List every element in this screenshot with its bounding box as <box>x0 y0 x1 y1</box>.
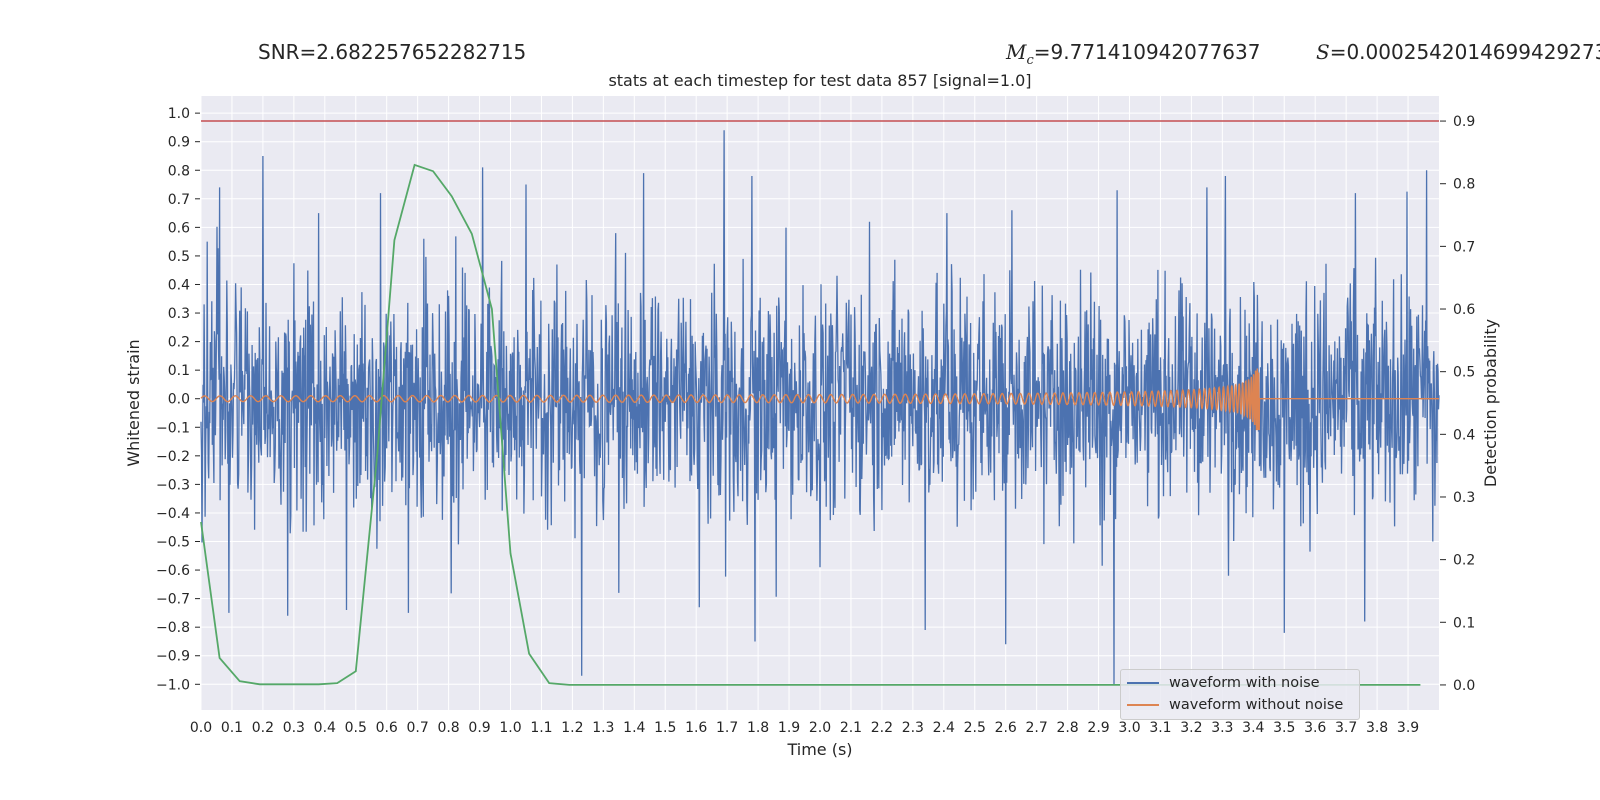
y2-tick-label: 0.8 <box>1453 177 1475 193</box>
x-tick-label: 3.4 <box>1242 720 1264 736</box>
y2-tick-label: 0.7 <box>1453 239 1475 255</box>
x-tick-label: 1.2 <box>561 720 583 736</box>
s-stat-value: =0.00025420146994292736 <box>1329 40 1600 64</box>
y-tick-label: 0.4 <box>168 277 190 293</box>
x-tick-label: 3.9 <box>1397 720 1419 736</box>
x-tick-label: 1.9 <box>778 720 800 736</box>
legend-label-noisy: waveform with noise <box>1169 675 1320 691</box>
legend-swatch-clean <box>1127 704 1159 706</box>
waveform-with-noise-line <box>200 130 1440 685</box>
axes-ticks: 0.0 0.1 0.2 0.3 0.4 0.5 0.6 0.7 0.8 0.9 1.0 1.1 1.2 1… <box>156 106 1475 736</box>
x-tick-label: 2.8 <box>1056 720 1078 736</box>
x-axis-label: Time (s) <box>786 740 852 759</box>
x-tick-label: 3.1 <box>1149 720 1171 736</box>
legend-swatch-noisy <box>1127 682 1159 684</box>
y-axis-label: Whitened strain <box>124 339 143 466</box>
y-tick-label: 0.9 <box>168 135 190 151</box>
chirp-mass-value: =9.771410942077637 <box>1033 40 1261 64</box>
y-tick-label: 0.5 <box>168 249 190 265</box>
legend-label-clean: waveform without noise <box>1169 697 1344 713</box>
y2-axis-label: Detection probability <box>1481 319 1500 487</box>
s-stat-label: S=0.00025420146994292736 <box>1316 40 1600 64</box>
y2-tick-label: 0.9 <box>1453 114 1475 130</box>
x-tick-label: 1.7 <box>716 720 738 736</box>
y2-tick-label: 0.1 <box>1453 615 1475 631</box>
x-tick-label: 2.9 <box>1087 720 1109 736</box>
x-tick-label: 0.0 <box>190 720 212 736</box>
legend-item-clean: waveform without noise <box>1127 695 1343 715</box>
x-tick-label: 2.7 <box>1026 720 1048 736</box>
chirp-mass-label: Mc=9.771410942077637 <box>1006 40 1261 68</box>
x-tick-label: 0.4 <box>314 720 336 736</box>
snr-value: SNR=2.682257652282715 <box>258 40 527 64</box>
y2-tick-label: 0.3 <box>1453 490 1475 506</box>
x-tick-label: 2.5 <box>964 720 986 736</box>
chart-title: stats at each timestep for test data 857… <box>608 71 1032 90</box>
y-tick-label: −0.2 <box>156 449 190 465</box>
x-tick-label: 0.6 <box>376 720 398 736</box>
x-tick-label: 1.5 <box>654 720 676 736</box>
x-tick-label: 1.6 <box>685 720 707 736</box>
chart-legend: waveform with noise waveform without noi… <box>1120 669 1360 720</box>
x-tick-label: 3.6 <box>1304 720 1326 736</box>
x-tick-label: 2.1 <box>840 720 862 736</box>
legend-item-noisy: waveform with noise <box>1127 673 1320 693</box>
x-tick-label: 1.1 <box>530 720 552 736</box>
x-tick-label: 3.5 <box>1273 720 1295 736</box>
x-tick-label: 0.5 <box>345 720 367 736</box>
x-tick-label: 1.8 <box>747 720 769 736</box>
x-tick-label: 1.3 <box>592 720 614 736</box>
x-tick-label: 0.8 <box>437 720 459 736</box>
y-tick-label: −0.4 <box>156 506 190 522</box>
x-tick-label: 2.4 <box>933 720 955 736</box>
y-tick-label: −0.5 <box>156 535 190 551</box>
y2-tick-label: 0.4 <box>1453 427 1475 443</box>
x-tick-label: 3.8 <box>1366 720 1388 736</box>
y-tick-label: −0.9 <box>156 649 190 665</box>
y-tick-label: −1.0 <box>156 677 190 693</box>
y-tick-label: −0.3 <box>156 477 190 493</box>
x-tick-label: 0.2 <box>252 720 274 736</box>
x-tick-label: 0.1 <box>221 720 243 736</box>
y-tick-label: 1.0 <box>168 106 190 122</box>
x-tick-label: 1.0 <box>499 720 521 736</box>
y-tick-label: 0.7 <box>168 192 190 208</box>
x-tick-label: 2.3 <box>902 720 924 736</box>
y2-tick-label: 0.0 <box>1453 678 1475 694</box>
y-tick-label: −0.6 <box>156 563 190 579</box>
y-tick-label: 0.8 <box>168 163 190 179</box>
snr-label: SNR=2.682257652282715 <box>258 40 526 64</box>
x-tick-label: 3.2 <box>1180 720 1202 736</box>
x-tick-label: 2.0 <box>809 720 831 736</box>
y-tick-label: 0.1 <box>168 363 190 379</box>
x-tick-label: 3.7 <box>1335 720 1357 736</box>
x-tick-label: 1.4 <box>623 720 645 736</box>
y-tick-label: −0.1 <box>156 420 190 436</box>
y2-tick-label: 0.5 <box>1453 365 1475 381</box>
x-tick-label: 0.3 <box>283 720 305 736</box>
x-tick-label: 3.0 <box>1118 720 1140 736</box>
y2-tick-label: 0.6 <box>1453 302 1475 318</box>
y-tick-label: −0.8 <box>156 620 190 636</box>
y-tick-label: 0.0 <box>168 392 190 408</box>
x-tick-label: 2.6 <box>995 720 1017 736</box>
y-tick-label: 0.2 <box>168 335 190 351</box>
y-tick-label: −0.7 <box>156 592 190 608</box>
x-tick-label: 0.9 <box>468 720 490 736</box>
y-tick-label: 0.6 <box>168 220 190 236</box>
x-tick-label: 0.7 <box>407 720 429 736</box>
y2-tick-label: 0.2 <box>1453 553 1475 569</box>
x-tick-label: 2.2 <box>871 720 893 736</box>
x-tick-label: 3.3 <box>1211 720 1233 736</box>
y-tick-label: 0.3 <box>168 306 190 322</box>
waveform-without-noise-line <box>200 368 1439 431</box>
